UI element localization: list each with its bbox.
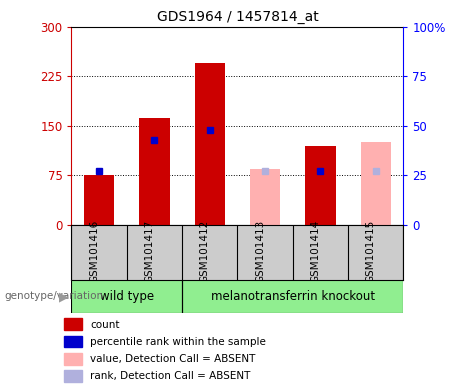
Bar bbox=[71, 280, 182, 313]
Text: GSM101415: GSM101415 bbox=[366, 220, 376, 283]
Bar bbox=[250, 169, 280, 225]
Text: genotype/variation: genotype/variation bbox=[5, 291, 104, 301]
Text: percentile rank within the sample: percentile rank within the sample bbox=[90, 337, 266, 347]
Bar bbox=[64, 336, 82, 348]
Text: GSM101414: GSM101414 bbox=[310, 220, 320, 283]
Text: value, Detection Call = ABSENT: value, Detection Call = ABSENT bbox=[90, 354, 255, 364]
Text: melanotransferrin knockout: melanotransferrin knockout bbox=[211, 290, 375, 303]
Bar bbox=[64, 318, 82, 330]
Bar bbox=[305, 146, 336, 225]
Bar bbox=[84, 175, 114, 225]
Bar bbox=[139, 118, 170, 225]
Bar bbox=[182, 280, 403, 313]
Text: wild type: wild type bbox=[100, 290, 154, 303]
Text: rank, Detection Call = ABSENT: rank, Detection Call = ABSENT bbox=[90, 371, 250, 381]
Text: count: count bbox=[90, 319, 119, 329]
Bar bbox=[71, 280, 182, 313]
Text: GSM101417: GSM101417 bbox=[144, 220, 154, 283]
Bar bbox=[195, 63, 225, 225]
Text: GSM101416: GSM101416 bbox=[89, 220, 99, 283]
Bar bbox=[64, 353, 82, 365]
Bar bbox=[361, 142, 391, 225]
Title: GDS1964 / 1457814_at: GDS1964 / 1457814_at bbox=[157, 10, 318, 25]
Bar bbox=[64, 370, 82, 382]
Text: GSM101413: GSM101413 bbox=[255, 220, 265, 283]
Bar bbox=[182, 280, 403, 313]
Text: ▶: ▶ bbox=[59, 290, 68, 303]
Text: GSM101412: GSM101412 bbox=[200, 220, 210, 283]
